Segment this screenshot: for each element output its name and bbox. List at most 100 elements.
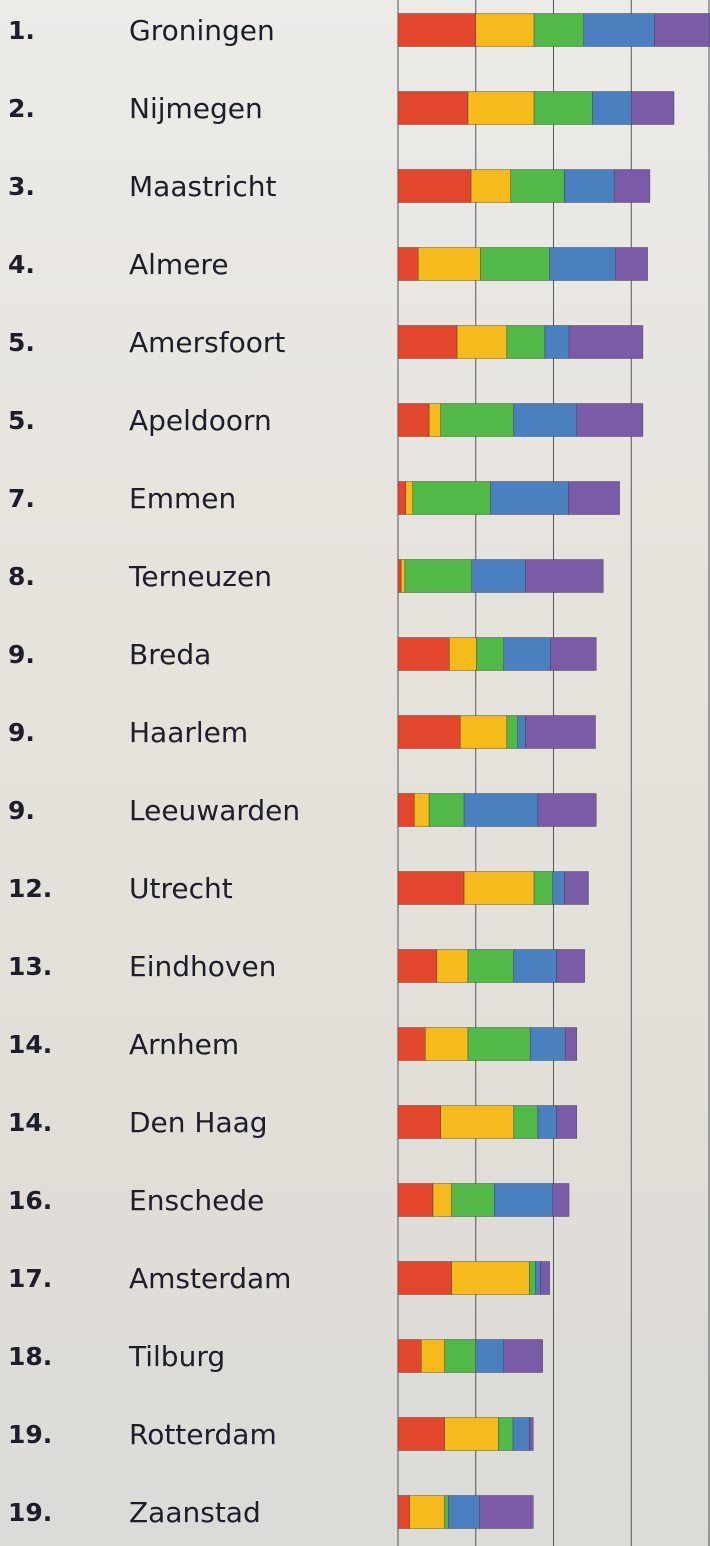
bar-segment xyxy=(398,560,401,593)
category-label: Rotterdam xyxy=(129,1418,277,1451)
bar-segment xyxy=(553,872,565,905)
bar-segment xyxy=(418,248,480,281)
category-label: Almere xyxy=(129,248,229,281)
bar-segment xyxy=(441,404,514,437)
bar-segment xyxy=(398,404,429,437)
chart: 1.Groningen2.Nijmegen3.Maastricht4.Almer… xyxy=(0,0,710,1546)
category-label: Haarlem xyxy=(129,716,248,749)
category-label: Utrecht xyxy=(129,872,233,905)
bar-segment xyxy=(584,14,655,47)
bar-segment xyxy=(429,404,441,437)
bar-segment xyxy=(405,560,472,593)
bar-segment xyxy=(457,326,507,359)
rank: 14. xyxy=(8,1030,52,1059)
bar-segment xyxy=(513,1418,529,1451)
bar-segment xyxy=(514,950,557,983)
category-label: Tilburg xyxy=(128,1340,225,1373)
bar-segment xyxy=(564,170,614,203)
bar-segment xyxy=(518,716,526,749)
bar-segment xyxy=(449,1496,480,1529)
category-label: Arnhem xyxy=(129,1028,239,1061)
bar-segment xyxy=(564,872,588,905)
bar-segment xyxy=(398,1262,452,1295)
bar-segment xyxy=(545,326,569,359)
category-label: Groningen xyxy=(129,14,275,47)
bar-segment xyxy=(452,1262,530,1295)
bar-segment xyxy=(413,482,491,515)
category-label: Breda xyxy=(129,638,211,671)
category-label: Leeuwarden xyxy=(129,794,300,827)
bar-segment xyxy=(476,1340,504,1373)
bar-segment xyxy=(472,560,526,593)
bar-segment xyxy=(414,794,429,827)
bar-segment xyxy=(398,638,449,671)
bar-segment xyxy=(494,1184,552,1217)
bar-segment xyxy=(476,14,534,47)
bar-segment xyxy=(507,716,518,749)
bar-segment xyxy=(526,716,596,749)
bar-segment xyxy=(514,1106,538,1139)
bar-segment xyxy=(398,794,414,827)
rank: 17. xyxy=(8,1264,52,1293)
rank: 4. xyxy=(8,250,35,279)
bar-segment xyxy=(569,326,643,359)
bar-segment xyxy=(468,1028,530,1061)
bar-segment xyxy=(507,326,545,359)
bar-segment xyxy=(445,1496,449,1529)
bar-segment xyxy=(471,170,511,203)
bar-segment xyxy=(534,872,553,905)
bar-segment xyxy=(557,1106,577,1139)
bar-segment xyxy=(433,1184,452,1217)
bar-segment xyxy=(550,248,616,281)
bar-segment xyxy=(477,638,504,671)
bar-segment xyxy=(398,170,471,203)
rank: 9. xyxy=(8,718,35,747)
bar-segment xyxy=(464,872,534,905)
bar-segment xyxy=(565,1028,577,1061)
bar-segment xyxy=(534,14,584,47)
bar-segment xyxy=(398,326,457,359)
bar-segment xyxy=(460,716,507,749)
bar-segment xyxy=(398,1184,433,1217)
bar-segment xyxy=(592,92,631,125)
bar-segment xyxy=(398,716,460,749)
bar-segment xyxy=(398,14,476,47)
rank: 12. xyxy=(8,874,52,903)
rank: 7. xyxy=(8,484,35,513)
bar-segment xyxy=(401,560,405,593)
bar-segment xyxy=(398,1418,445,1451)
category-label: Emmen xyxy=(129,482,236,515)
category-label: Zaanstad xyxy=(129,1496,261,1529)
bar-segment xyxy=(437,950,468,983)
bar-segment xyxy=(398,872,464,905)
bar-segment xyxy=(514,404,577,437)
category-label: Amersfoort xyxy=(129,326,285,359)
rank: 18. xyxy=(8,1342,52,1371)
bar-segment xyxy=(529,1418,533,1451)
bar-segment xyxy=(504,1340,543,1373)
bar-segment xyxy=(534,92,592,125)
bar-segment xyxy=(445,1418,499,1451)
bar-segment xyxy=(398,1496,410,1529)
bar-segment xyxy=(530,1028,565,1061)
bar-segment xyxy=(614,170,650,203)
bar-segment xyxy=(631,92,674,125)
category-label: Nijmegen xyxy=(129,92,263,125)
bar-segment xyxy=(398,482,406,515)
bar-segment xyxy=(538,794,596,827)
bar-segment xyxy=(538,1106,557,1139)
bar-segment xyxy=(550,638,596,671)
rank: 8. xyxy=(8,562,35,591)
bar-segment xyxy=(468,950,514,983)
category-label: Den Haag xyxy=(129,1106,268,1139)
bar-segment xyxy=(445,1340,476,1373)
bar-segment xyxy=(529,1262,535,1295)
rank: 13. xyxy=(8,952,52,981)
rank: 14. xyxy=(8,1108,52,1137)
category-label: Enschede xyxy=(129,1184,264,1217)
rank: 2. xyxy=(8,94,35,123)
bar-segment xyxy=(568,482,619,515)
bar-segment xyxy=(526,560,604,593)
page: 1.Groningen2.Nijmegen3.Maastricht4.Almer… xyxy=(0,0,710,1546)
bar-segment xyxy=(398,92,468,125)
